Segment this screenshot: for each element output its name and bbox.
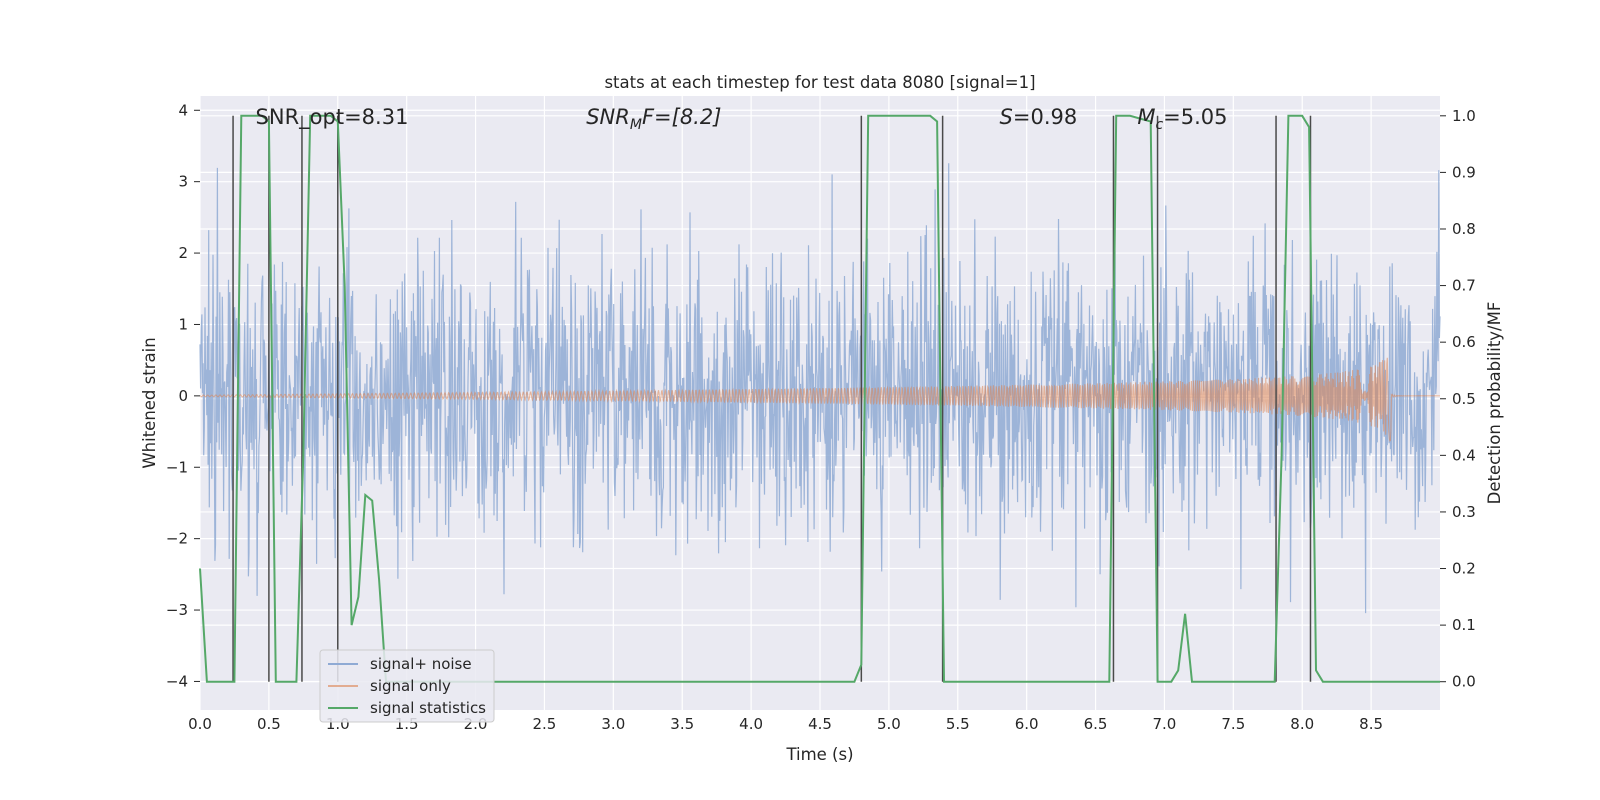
y-right-tick-6: 0.6 (1452, 333, 1476, 351)
noise-line (199, 163, 1441, 614)
y-right-tick-5: 0.5 (1452, 390, 1476, 408)
legend: signal+ noise signal only signal statist… (319, 649, 495, 723)
x-tick-11: 5.5 (946, 715, 970, 733)
y-right-tick-1: 0.1 (1452, 616, 1476, 634)
annotation-0: SNR_opt=8.31 (256, 105, 409, 130)
x-tick-15: 7.5 (1221, 715, 1245, 733)
y-left-tick-4: 0 (178, 387, 188, 405)
y-axis-left-ticks: −4 −3 −2 −1 0 1 2 3 4 (166, 101, 200, 690)
signal-line (199, 357, 1440, 442)
series-signal-noise (199, 163, 1441, 614)
y-left-tick-0: −4 (166, 672, 188, 690)
y-left-tick-3: −1 (166, 458, 188, 476)
legend-box (319, 649, 495, 723)
x-tick-7: 3.5 (670, 715, 694, 733)
y-right-tick-3: 0.3 (1452, 503, 1476, 521)
annotations: SNR_opt=8.31 SNRMF=[8.2] S=0.98 Mc=5.05 (256, 105, 1228, 133)
y-right-tick-8: 0.8 (1452, 220, 1476, 238)
x-tick-1: 0.5 (257, 715, 281, 733)
x-tick-12: 6.0 (1015, 715, 1039, 733)
y-axis-right-label: Detection probability/MF (1485, 302, 1504, 505)
y-left-tick-2: −2 (166, 530, 188, 548)
chart-title: stats at each timestep for test data 808… (604, 73, 1035, 92)
y-axis-right-ticks: 0.0 0.1 0.2 0.3 0.4 0.5 0.6 0.7 0.8 0.9 1.0 (1440, 107, 1476, 691)
y-left-tick-6: 2 (178, 244, 188, 262)
x-tick-5: 2.5 (533, 715, 557, 733)
y-left-tick-1: −3 (166, 601, 188, 619)
x-tick-9: 4.5 (808, 715, 832, 733)
y-left-tick-7: 3 (178, 173, 188, 191)
legend-label-stat: signal statistics (370, 699, 486, 717)
y-axis-left-label: Whitened strain (140, 337, 159, 468)
y-left-tick-5: 1 (178, 315, 188, 333)
x-tick-16: 8.0 (1290, 715, 1314, 733)
legend-label-signal: signal only (370, 677, 451, 695)
y-right-tick-0: 0.0 (1452, 673, 1476, 691)
y-right-tick-7: 0.7 (1452, 277, 1476, 295)
y-right-tick-10: 1.0 (1452, 107, 1476, 125)
x-tick-13: 6.5 (1084, 715, 1108, 733)
series-signal-only (199, 357, 1440, 442)
y-right-tick-9: 0.9 (1452, 163, 1476, 181)
x-tick-17: 8.5 (1359, 715, 1383, 733)
y-right-tick-2: 0.2 (1452, 560, 1476, 578)
legend-label-noise: signal+ noise (370, 655, 472, 673)
annotation-2: S=0.98 (1000, 105, 1078, 129)
x-tick-6: 3.0 (601, 715, 625, 733)
y-left-tick-8: 4 (178, 101, 188, 119)
stat-line (199, 114, 1440, 683)
x-tick-8: 4.0 (739, 715, 763, 733)
series-signal-statistics (199, 114, 1440, 683)
x-tick-10: 5.0 (877, 715, 901, 733)
annotation-1: SNRMF=[8.2] (586, 105, 721, 133)
annotation-3: Mc=5.05 (1137, 105, 1227, 133)
x-tick-0: 0.0 (188, 715, 212, 733)
x-tick-14: 7.0 (1153, 715, 1177, 733)
x-axis-label: Time (s) (785, 745, 853, 764)
y-right-tick-4: 0.4 (1452, 446, 1476, 464)
